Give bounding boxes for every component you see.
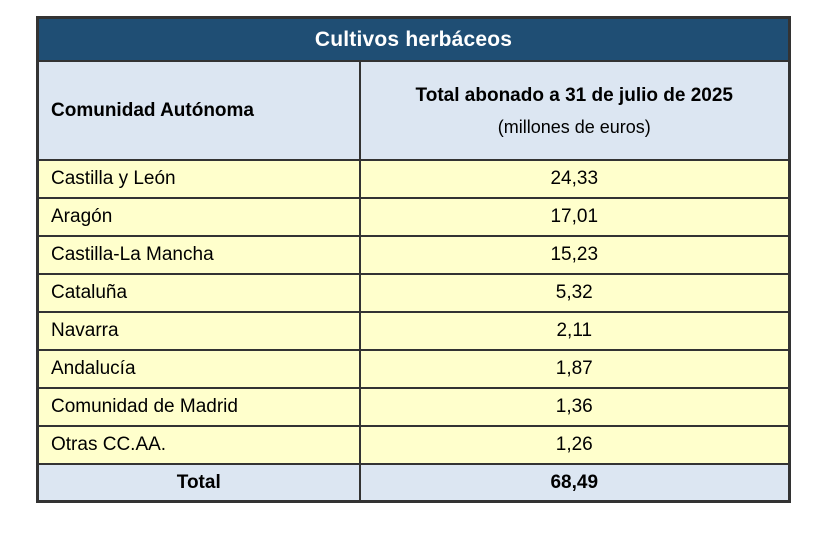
column-header-total: Total abonado a 31 de julio de 2025 (mil… [358,60,791,161]
value-cell: 1,26 [358,425,791,465]
table-row: Castilla-La Mancha 15,23 [36,235,791,275]
table-total-row: Total 68,49 [36,463,791,503]
value-cell: 17,01 [358,197,791,237]
region-cell: Navarra [36,311,361,351]
column-header-comunidad: Comunidad Autónoma [36,60,361,161]
table-title: Cultivos herbáceos [36,16,791,62]
table-row: Castilla y León 24,33 [36,159,791,199]
cultivos-herbaceos-table: Cultivos herbáceos Comunidad Autónoma To… [36,16,792,503]
value-cell: 2,11 [358,311,791,351]
table-header-row: Comunidad Autónoma Total abonado a 31 de… [36,60,791,161]
table-row: Andalucía 1,87 [36,349,791,389]
table-row: Comunidad de Madrid 1,36 [36,387,791,427]
value-cell: 1,87 [358,349,791,389]
total-label: Total [36,463,361,503]
value-cell: 15,23 [358,235,791,275]
region-cell: Andalucía [36,349,361,389]
region-cell: Castilla-La Mancha [36,235,361,275]
column-header-total-units: (millones de euros) [497,116,651,137]
table-row: Cataluña 5,32 [36,273,791,313]
region-cell: Cataluña [36,273,361,313]
table-row: Aragón 17,01 [36,197,791,237]
table-title-row: Cultivos herbáceos [36,16,791,62]
table-row: Otras CC.AA. 1,26 [36,425,791,465]
value-cell: 5,32 [358,273,791,313]
value-cell: 24,33 [358,159,791,199]
region-cell: Aragón [36,197,361,237]
total-value: 68,49 [358,463,791,503]
column-header-total-main: Total abonado a 31 de julio de 2025 [415,85,733,107]
region-cell: Comunidad de Madrid [36,387,361,427]
value-cell: 1,36 [358,387,791,427]
table-row: Navarra 2,11 [36,311,791,351]
region-cell: Castilla y León [36,159,361,199]
region-cell: Otras CC.AA. [36,425,361,465]
